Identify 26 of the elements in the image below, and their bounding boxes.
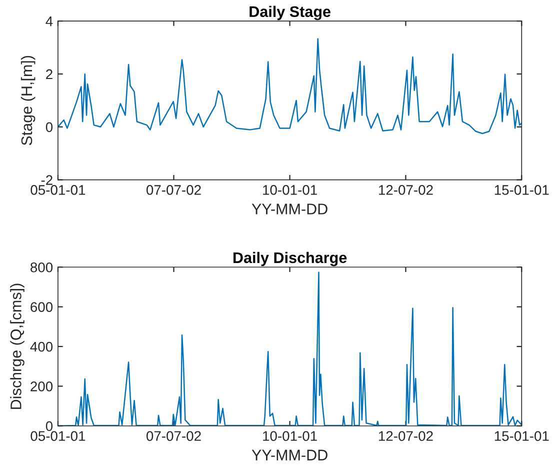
x-tick-label: 15-01-01 [494,431,549,441]
y-tick-label: 4 [46,16,53,26]
x-axis-title: YY-MM-DD [252,204,328,214]
y-tick-label: 800 [30,262,53,272]
x-tick-label: 12-07-02 [378,431,433,441]
x-tick-label: 10-01-01 [263,431,317,441]
x-tick-label: 07-07-02 [146,185,201,195]
chart-title: Daily Stage [250,6,330,20]
y-tick-label: 2 [46,69,52,80]
chart-title: Daily Discharge [234,252,347,266]
x-tick-label: 10-01-01 [263,185,317,195]
x-tick-label: 07-07-02 [146,431,201,441]
y-tick-label: 0 [46,421,53,432]
x-tick-label: 05-01-01 [30,431,86,441]
y-tick-label: 200 [30,382,53,392]
y-tick-label: -2 [41,175,52,185]
x-tick-label: 05-01-01 [30,185,86,195]
y-axis-title: Dischrge (Q,[cms]) [10,284,24,409]
x-tick-label: 15-01-01 [494,185,549,195]
y-tick-label: 0 [46,122,53,132]
y-tick-label: 600 [30,302,53,312]
x-axis-title: YY-MM-DD [252,450,328,460]
y-axis-title: Stage (H,[m]) [20,56,36,146]
y-tick-label: 400 [30,342,53,352]
x-tick-label: 12-07-02 [378,185,433,195]
line-series [58,38,522,134]
